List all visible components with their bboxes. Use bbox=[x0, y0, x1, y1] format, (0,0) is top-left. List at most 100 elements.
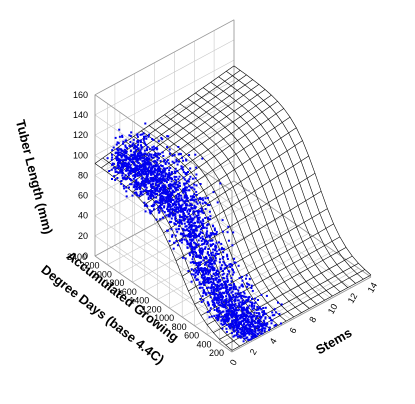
data-point bbox=[139, 158, 142, 161]
data-point bbox=[135, 156, 138, 159]
data-point bbox=[248, 304, 251, 307]
data-point bbox=[197, 278, 200, 281]
data-point bbox=[214, 252, 217, 255]
gridline bbox=[94, 195, 233, 292]
data-point bbox=[138, 166, 141, 169]
data-point bbox=[205, 278, 208, 281]
data-point bbox=[152, 138, 155, 141]
data-point bbox=[225, 295, 228, 298]
data-point bbox=[168, 175, 171, 178]
data-point bbox=[224, 322, 227, 325]
data-point bbox=[213, 293, 215, 296]
data-point bbox=[143, 173, 146, 176]
data-point bbox=[207, 286, 210, 289]
data-point bbox=[210, 289, 213, 292]
data-point bbox=[151, 146, 154, 149]
data-point bbox=[244, 295, 247, 298]
data-point bbox=[235, 309, 238, 311]
data-point bbox=[168, 240, 171, 243]
data-point bbox=[179, 153, 182, 155]
data-point bbox=[221, 257, 224, 260]
data-point bbox=[144, 142, 147, 145]
data-point bbox=[243, 331, 246, 334]
data-point bbox=[253, 330, 256, 333]
data-point bbox=[218, 309, 220, 312]
y-tick-label: 800 bbox=[172, 322, 187, 332]
data-point bbox=[154, 176, 157, 178]
data-point bbox=[258, 331, 261, 334]
data-point bbox=[219, 258, 221, 261]
data-point bbox=[131, 158, 133, 161]
data-point bbox=[262, 319, 265, 322]
data-point bbox=[241, 279, 244, 282]
data-point bbox=[120, 156, 123, 159]
data-point bbox=[238, 308, 241, 311]
data-point bbox=[137, 141, 140, 144]
data-point bbox=[259, 320, 262, 323]
data-point bbox=[112, 146, 115, 149]
data-point bbox=[240, 314, 243, 317]
data-point bbox=[241, 294, 244, 297]
data-point bbox=[189, 218, 192, 221]
data-point bbox=[262, 307, 265, 309]
data-point bbox=[114, 136, 117, 139]
data-point bbox=[149, 163, 152, 166]
data-point bbox=[137, 183, 140, 186]
data-point bbox=[187, 213, 190, 215]
data-point bbox=[210, 263, 213, 266]
data-point bbox=[128, 165, 131, 168]
data-point bbox=[170, 187, 173, 190]
data-point bbox=[232, 286, 235, 289]
data-point bbox=[167, 215, 170, 218]
gridline bbox=[94, 120, 235, 196]
data-point bbox=[217, 310, 220, 313]
data-point bbox=[246, 300, 249, 303]
data-point bbox=[225, 290, 228, 292]
data-point bbox=[165, 191, 168, 194]
data-point bbox=[133, 147, 136, 150]
data-point bbox=[125, 154, 128, 157]
data-point bbox=[181, 227, 184, 230]
data-point bbox=[136, 153, 139, 156]
data-point bbox=[226, 304, 229, 307]
data-point bbox=[205, 239, 207, 242]
data-point bbox=[193, 250, 196, 253]
data-point bbox=[122, 154, 125, 157]
data-point bbox=[223, 323, 226, 326]
data-point bbox=[176, 188, 179, 191]
data-point bbox=[163, 188, 165, 191]
data-point bbox=[165, 160, 168, 163]
data-point bbox=[198, 287, 201, 289]
data-point bbox=[168, 195, 171, 198]
data-point bbox=[214, 247, 217, 250]
data-point bbox=[210, 277, 213, 280]
data-point bbox=[226, 258, 229, 260]
data-point bbox=[197, 254, 200, 257]
data-point bbox=[183, 182, 185, 185]
data-point bbox=[184, 217, 187, 220]
data-point bbox=[160, 192, 163, 194]
data-point bbox=[232, 326, 235, 329]
data-point bbox=[190, 226, 193, 229]
data-point bbox=[162, 167, 165, 170]
data-point bbox=[175, 158, 178, 161]
data-point bbox=[265, 324, 268, 327]
data-point bbox=[222, 272, 225, 275]
data-point bbox=[141, 180, 144, 183]
data-point bbox=[241, 303, 244, 306]
data-point bbox=[235, 313, 238, 316]
data-point bbox=[259, 317, 262, 320]
data-point bbox=[237, 264, 240, 267]
data-point bbox=[133, 151, 136, 154]
data-point bbox=[241, 275, 243, 278]
data-point bbox=[158, 211, 161, 214]
data-point bbox=[125, 150, 128, 153]
data-point bbox=[173, 191, 176, 193]
data-point bbox=[209, 268, 212, 271]
data-point bbox=[156, 176, 159, 179]
data-point bbox=[175, 194, 178, 197]
data-point bbox=[143, 160, 146, 163]
data-point bbox=[189, 167, 192, 170]
data-point bbox=[201, 270, 204, 273]
data-point bbox=[255, 316, 258, 319]
